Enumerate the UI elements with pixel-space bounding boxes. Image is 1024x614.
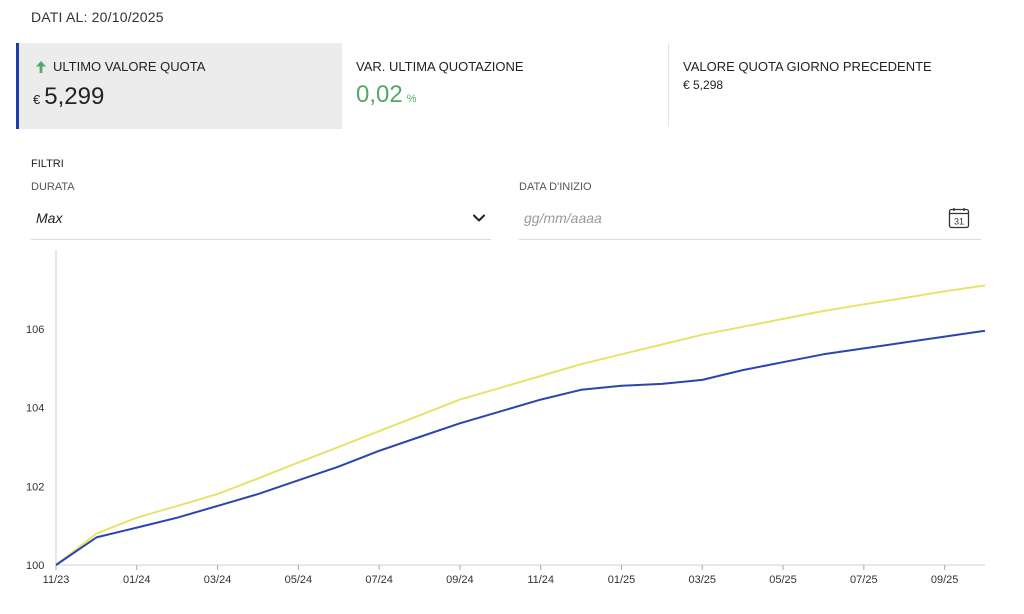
kpi-precedente: VALORE QUOTA GIORNO PRECEDENTE € 5,298 xyxy=(683,43,1003,129)
x-tick-label: 11/24 xyxy=(527,574,554,586)
series-line-yellow xyxy=(55,284,986,566)
currency-symbol: € xyxy=(33,92,41,107)
calendar-day: 31 xyxy=(954,217,964,227)
kpi-ultimo-value: 5,299 xyxy=(44,83,105,110)
kpi-ultimo-valore: ULTIMO VALORE QUOTA €5,299 xyxy=(16,43,342,129)
y-tick-label: 104 xyxy=(26,403,44,415)
price-chart-svg: 100 102 104 106 11/23 01/24 03/24 05/24 07/24 09/… xyxy=(26,250,986,586)
data-timestamp: DATI AL: 20/10/2025 xyxy=(31,9,164,25)
data-inizio-placeholder: gg/mm/aaaa xyxy=(524,210,602,226)
kpi-precedente-value: € 5,298 xyxy=(683,78,724,92)
kpi-ultimo-value-row: €5,299 xyxy=(33,83,104,111)
x-tick-label: 09/25 xyxy=(931,574,959,586)
kpi-ultimo-label-row: ULTIMO VALORE QUOTA xyxy=(35,59,205,74)
series-line-blue xyxy=(55,329,986,566)
durata-select-value: Max xyxy=(36,210,63,226)
x-tick-label: 11/23 xyxy=(43,574,70,586)
x-tick-label: 09/24 xyxy=(446,574,474,586)
kpi-variazione-value-row: 0,02% xyxy=(356,81,417,109)
x-tick-label: 01/24 xyxy=(123,574,151,586)
arrow-up-icon xyxy=(36,60,46,73)
calendar-icon[interactable]: 31 xyxy=(947,206,971,230)
filters-title: FILTRI xyxy=(31,158,64,170)
y-tick-label: 102 xyxy=(26,481,44,493)
kpi-variazione-value: 0,02 xyxy=(356,81,403,108)
x-tick-label: 07/24 xyxy=(365,574,393,586)
y-tick-label: 106 xyxy=(26,324,44,336)
x-tick-label: 03/25 xyxy=(688,574,716,586)
chevron-down-icon[interactable] xyxy=(471,210,487,226)
data-inizio-input[interactable]: gg/mm/aaaa 31 xyxy=(519,200,981,240)
x-tick-label: 05/25 xyxy=(769,574,797,586)
durata-label: DURATA xyxy=(31,181,75,193)
kpi-precedente-label: VALORE QUOTA GIORNO PRECEDENTE xyxy=(683,59,932,74)
kpi-variazione: VAR. ULTIMA QUOTAZIONE 0,02% xyxy=(342,43,668,129)
data-inizio-label: DATA D'INIZIO xyxy=(519,181,592,193)
kpi-ultimo-label: ULTIMO VALORE QUOTA xyxy=(53,59,206,74)
price-chart: 100 102 104 106 11/23 01/24 03/24 05/24 07/24 09/… xyxy=(0,245,1024,614)
x-tick-label: 03/24 xyxy=(204,574,232,586)
x-tick-label: 01/25 xyxy=(608,574,636,586)
durata-select[interactable]: Max xyxy=(31,200,491,240)
x-tick-label: 05/24 xyxy=(285,574,313,586)
y-tick-label: 100 xyxy=(26,560,44,572)
percent-unit: % xyxy=(406,93,417,105)
kpi-divider xyxy=(668,43,669,126)
kpi-variazione-label: VAR. ULTIMA QUOTAZIONE xyxy=(356,59,524,74)
x-tick-label: 07/25 xyxy=(850,574,878,586)
